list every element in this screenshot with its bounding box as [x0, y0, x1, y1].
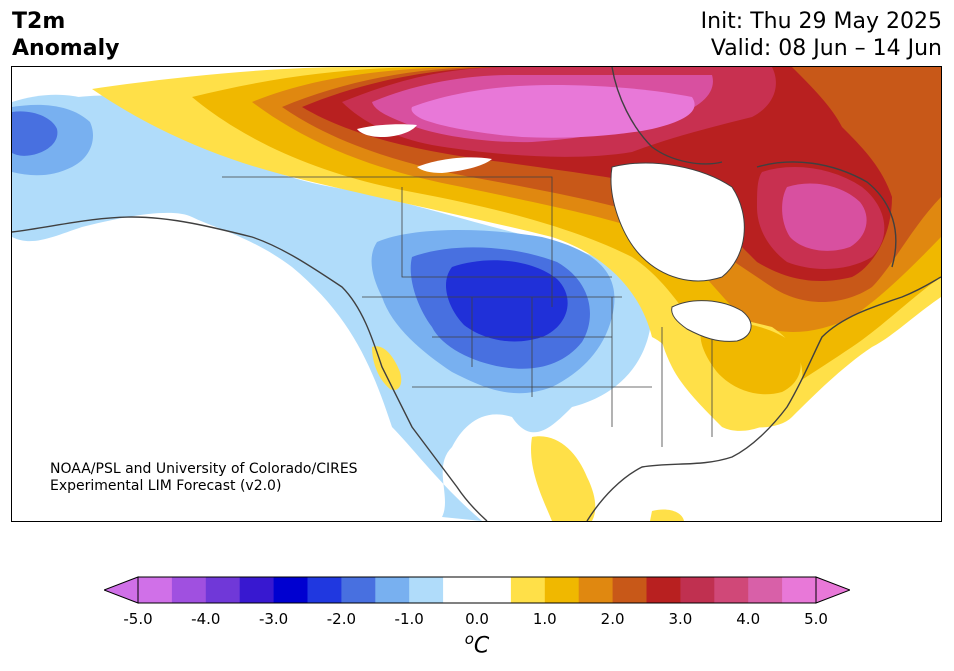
hudson-bay-lake: [610, 162, 745, 282]
strong-cold-pacific: [12, 111, 58, 156]
coastlines: [12, 67, 941, 521]
great-slave-lake: [417, 157, 492, 173]
colorbar-tick-labels: -5.0 -4.0 -3.0 -2.0 -1.0 0.0 1.0 2.0 3.0 4.0 5.0: [0, 610, 954, 630]
colorbar-tick-label: 5.0: [804, 610, 828, 628]
units-degree: o: [464, 630, 474, 648]
colorbar-under-arrow: [102, 576, 139, 604]
colorbar-segment: [171, 577, 207, 603]
colorbar-frame: [137, 576, 817, 604]
colorbar-segment: [443, 577, 478, 603]
colorbar-tick-label: -3.0: [258, 610, 289, 628]
valid-range: Valid: 08 Jun – 14 Jun: [710, 36, 942, 61]
colorbar-tick-label: 2.0: [600, 610, 625, 628]
colorbar-segment: [578, 577, 614, 603]
colorbar-segment: [544, 577, 580, 603]
title-line-1: T2m: [12, 9, 66, 34]
map-title: T2m Anomaly: [12, 8, 119, 62]
colorbar-segment: [714, 577, 749, 603]
magenta-core: [411, 85, 695, 138]
colorbar-segment: [646, 577, 681, 603]
colorbar-segment: [205, 577, 241, 603]
colorbar-tick-label: -5.0: [123, 610, 153, 628]
map-canvas: [12, 67, 941, 521]
colorbar-segment: [477, 577, 512, 603]
colorbar-segment: [341, 577, 376, 603]
warm-yucatan: [650, 509, 684, 521]
forecast-dates: Init: Thu 29 May 2025 Valid: 08 Jun – 14…: [701, 8, 942, 62]
colorbar-segment: [307, 577, 342, 603]
colorbar-segment: [273, 577, 308, 603]
warm-mexico: [531, 436, 596, 521]
colorbar-segment: [510, 577, 546, 603]
anomaly-map: NOAA/PSL and University of Colorado/CIRE…: [11, 66, 942, 522]
colorbar-tick-label: -2.0: [326, 610, 357, 628]
colorbar-segment: [612, 577, 647, 603]
colorbar-tick-label: 0.0: [465, 610, 489, 628]
colorbar-svg: [102, 576, 852, 604]
pink-labrador: [782, 183, 867, 251]
colorbar-tick-label: 3.0: [668, 610, 693, 628]
great-lakes: [671, 300, 752, 342]
great-bear-lake: [357, 124, 417, 137]
colorbar-segment: [748, 577, 783, 603]
init-date: Init: Thu 29 May 2025: [700, 9, 942, 34]
colorbar-over-arrow: [815, 576, 852, 604]
colorbar-segment: [680, 577, 715, 603]
extreme-cold-core: [445, 260, 568, 342]
colorbar-tick-label: -4.0: [191, 610, 221, 628]
state-borders: [222, 176, 713, 447]
colorbar-segment: [409, 577, 444, 603]
colorbar-units: oC: [465, 630, 490, 658]
credit-line-2: Experimental LIM Forecast (v2.0): [50, 478, 282, 494]
colorbar: [102, 576, 852, 604]
data-credit: NOAA/PSL and University of Colorado/CIRE…: [50, 461, 358, 495]
colorbar-segment: [239, 577, 275, 603]
colorbar-tick-label: -1.0: [394, 610, 424, 628]
colorbar-tick-label: 4.0: [736, 610, 761, 628]
units-letter: C: [473, 633, 490, 659]
title-line-2: Anomaly: [12, 36, 120, 61]
credit-line-1: NOAA/PSL and University of Colorado/CIRE…: [50, 461, 358, 477]
colorbar-tick-label: 1.0: [532, 610, 557, 628]
colorbar-segment: [782, 577, 817, 603]
colorbar-segment: [138, 577, 173, 603]
cool-region: [12, 95, 652, 521]
colorbar-segment: [375, 577, 410, 603]
